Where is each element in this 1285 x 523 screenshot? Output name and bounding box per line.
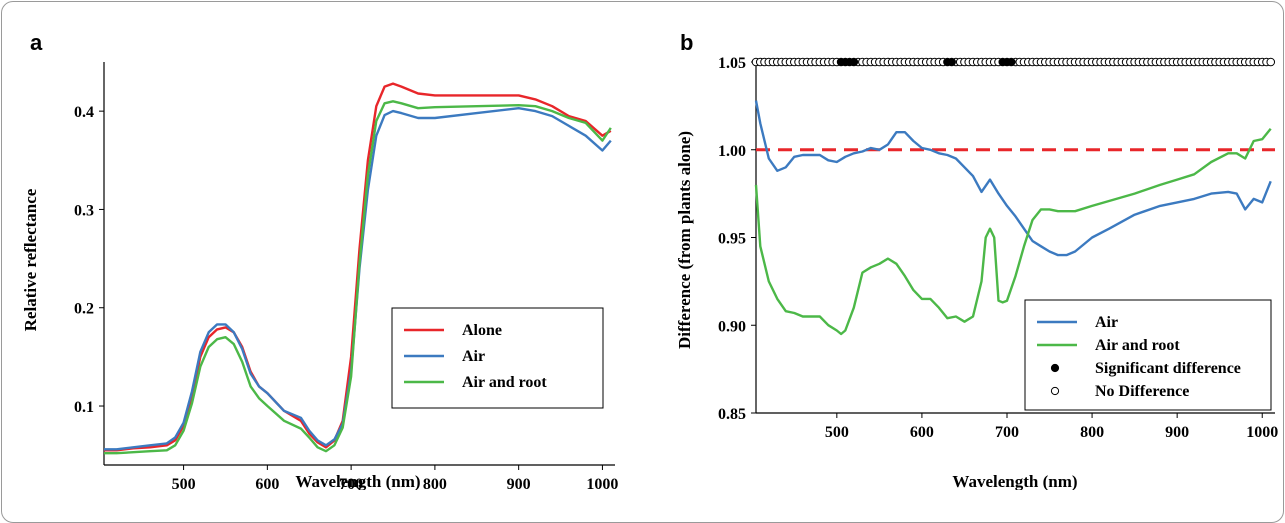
figure-svg: 500 600 700 800 900 1000 0.1 0.2 0.3 0.4 Waveleng…: [21, 55, 1278, 490]
chart-a-xlabel: Wavelength (nm): [295, 472, 420, 490]
chart-a: 500 600 700 800 900 1000 0.1 0.2 0.3 0.4 Waveleng…: [21, 62, 618, 490]
legend-label: No Difference: [1095, 383, 1189, 400]
panel-label-b: b: [680, 30, 694, 55]
x-tick-label: 600: [910, 424, 934, 441]
series-line-air: [754, 100, 1272, 257]
x-tick-label: 900: [507, 476, 531, 490]
legend-label: Alone: [462, 322, 502, 339]
chart-b-legend: Air Air and root Significant difference No …: [1024, 299, 1272, 411]
significant-difference-marker: [849, 57, 859, 67]
y-tick-label: 1.00: [718, 143, 746, 160]
chart-a-axes: [103, 62, 615, 466]
x-tick-label: 800: [1080, 424, 1104, 441]
x-tick-label: 1000: [586, 476, 618, 490]
y-tick-label: 0.1: [74, 399, 94, 416]
y-tick-label: 1.05: [718, 55, 746, 72]
y-tick-label: 0.2: [74, 301, 94, 318]
chart-a-ylabel: Relative reflectance: [21, 188, 40, 331]
x-tick-label: 600: [255, 476, 279, 490]
x-tick-label: 700: [339, 476, 363, 490]
legend-label: Air and root: [1095, 337, 1180, 354]
legend-label: Significant difference: [1095, 360, 1241, 377]
legend-label: Air: [1095, 314, 1118, 331]
y-tick-label: 0.95: [718, 231, 746, 248]
y-tick-label: 0.4: [74, 104, 94, 121]
chart-b-legend-box: [1024, 299, 1272, 411]
chart-a-legend-box: [391, 307, 604, 409]
chart-b: 500 600 700 800 900 10000.850.900.951.001.05 …: [675, 55, 1278, 490]
x-tick-label: 800: [423, 476, 447, 490]
x-tick-label: 900: [1165, 424, 1189, 441]
legend-label: Air and root: [462, 374, 547, 391]
legend-marker: [1050, 363, 1060, 373]
chart-b-ylabel: Difference (from plants alone): [675, 131, 694, 349]
y-tick-label: 0.85: [718, 406, 746, 423]
no-difference-marker: [1266, 57, 1276, 67]
x-tick-label: 1000: [1246, 424, 1278, 441]
y-tick-label: 0.90: [718, 318, 746, 335]
series-line-air: [104, 106, 612, 451]
x-tick-label: 700: [995, 424, 1019, 441]
series-line-air-and-root: [104, 100, 612, 455]
chart-a-legend: Alone Air Air and root: [391, 307, 604, 409]
significant-difference-marker: [947, 57, 956, 67]
chart-b-xlabel: Wavelength (nm): [952, 472, 1077, 490]
legend-marker: [1050, 386, 1060, 396]
x-tick-label: 500: [825, 424, 849, 441]
y-tick-label: 0.3: [74, 202, 94, 219]
x-tick-label: 500: [172, 476, 196, 490]
significant-difference-marker: [1006, 57, 1016, 67]
series-line-air-and-root: [754, 127, 1272, 336]
panel-label-a: a: [30, 30, 43, 55]
legend-label: Air: [462, 348, 485, 365]
